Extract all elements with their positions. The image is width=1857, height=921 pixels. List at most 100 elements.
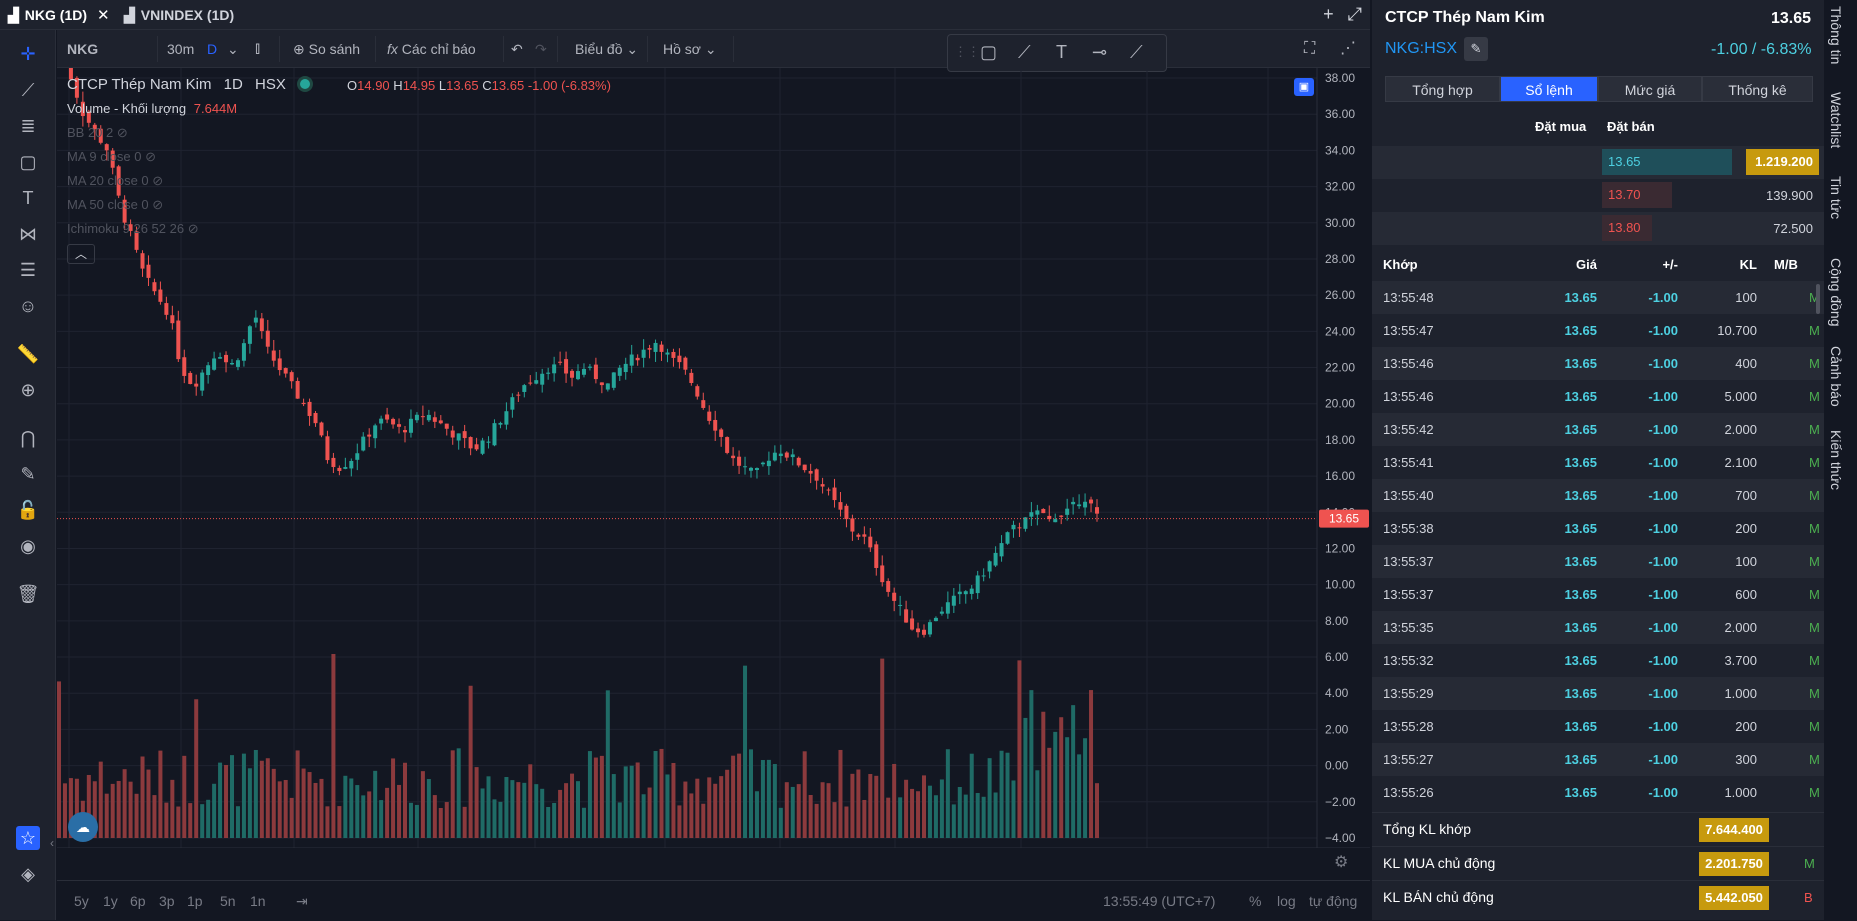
volume-bar — [385, 787, 390, 838]
share-icon[interactable]: ⋰ — [1340, 40, 1356, 57]
cloud-icon[interactable]: ☁ — [68, 812, 98, 842]
rectangle-icon[interactable]: ▢ — [980, 42, 998, 62]
eye-off-icon[interactable]: ⊘ — [145, 149, 156, 164]
tab-tong-hop[interactable]: Tổng hợp — [1385, 76, 1500, 102]
auto-toggle[interactable]: tự động — [1309, 893, 1358, 909]
interval-d-button[interactable]: D — [207, 41, 218, 57]
crosshair-icon[interactable]: ✛ — [20, 44, 36, 64]
fullscreen-icon[interactable]: ⛶ — [1304, 40, 1316, 57]
eye-off-icon[interactable]: ⊘ — [116, 125, 128, 140]
trades-header: Khớp Giá +/- KL M/B — [1372, 248, 1824, 281]
star-icon[interactable]: ☆ — [16, 826, 40, 850]
add-icon[interactable]: + — [1323, 4, 1334, 24]
expand-icon[interactable]: ⤢ — [1347, 4, 1362, 24]
path-icon[interactable]: ⟋ — [1130, 42, 1143, 62]
volume-bar — [438, 807, 443, 838]
fib-icon[interactable]: ≣ — [20, 116, 36, 136]
y-tick-label: 4.00 — [1325, 686, 1349, 700]
trash-icon[interactable]: 🗑 — [16, 584, 40, 604]
indicators-button[interactable]: fx Các chỉ báo — [387, 30, 476, 68]
indicator-bb[interactable]: BB 20 2 ⊘ — [67, 125, 128, 141]
vtab-cong-dong[interactable]: Cộng đồng — [1828, 258, 1844, 327]
range-1n[interactable]: 1n — [250, 893, 266, 909]
text-icon[interactable]: T — [22, 188, 34, 208]
magnet-icon[interactable]: ⋂ — [20, 428, 36, 448]
indicator-ichimoku[interactable]: Ichimoku 9 26 52 26 ⊘ — [67, 221, 199, 237]
ask-volume: 72.500 — [1773, 221, 1813, 236]
volume-bar — [868, 774, 873, 838]
edit-icon[interactable]: ✎ — [1464, 37, 1488, 61]
symbol-search[interactable]: NKG — [67, 41, 99, 57]
text-icon[interactable]: T — [1056, 42, 1067, 62]
range-5n[interactable]: 5n — [220, 893, 236, 909]
vtab-thong-tin[interactable]: Thông tin — [1828, 6, 1844, 65]
volume-bar — [814, 803, 819, 838]
indicator-ma50[interactable]: MA 50 close 0 ⊘ — [67, 197, 163, 213]
tab-label: VNINDEX (1D) — [140, 7, 235, 23]
close-icon[interactable]: ✕ — [97, 7, 110, 24]
collapse-left-icon[interactable]: ‹ — [50, 836, 54, 850]
screenshot-icon[interactable]: ▣ — [1294, 78, 1314, 96]
eye-icon[interactable]: ◉ — [20, 536, 36, 556]
trendline-icon[interactable]: ⟋ — [1018, 42, 1031, 62]
compare-button[interactable]: ⊕ So sánh — [293, 30, 360, 68]
log-toggle[interactable]: log — [1277, 893, 1296, 909]
forecast-icon[interactable]: ☰ — [19, 260, 37, 280]
candle-body — [289, 372, 294, 382]
chevron-down-icon[interactable]: ⌄ — [227, 41, 239, 57]
interval-button[interactable]: 30m — [167, 41, 195, 57]
tab-muc-gia[interactable]: Mức giá — [1598, 76, 1702, 102]
volume-bar — [933, 795, 938, 838]
range-6p[interactable]: 6p — [130, 893, 146, 909]
date-range-icon[interactable]: ⇥ — [296, 893, 308, 909]
rectangle-icon[interactable]: ▢ — [19, 152, 37, 172]
horizontal-line-icon[interactable]: ⊸ — [1092, 42, 1108, 62]
trade-volume: 200 — [1735, 719, 1757, 734]
vtab-canh-bao[interactable]: Cảnh báo — [1828, 346, 1844, 407]
collapse-legend-button[interactable]: ︿ — [67, 244, 95, 264]
ruler-icon[interactable]: 📏 — [16, 344, 40, 364]
range-1y[interactable]: 1y — [103, 893, 118, 909]
profile-button[interactable]: Hồ sơ ⌄ — [663, 41, 717, 57]
vtab-kien-thuc[interactable]: Kiến thức — [1828, 430, 1844, 490]
chart-type-button[interactable]: Biểu đồ ⌄ — [575, 41, 639, 57]
candle-body — [1035, 510, 1040, 515]
settings-icon[interactable]: ⚙ — [1334, 854, 1349, 871]
vtab-watchlist[interactable]: Watchlist — [1828, 92, 1844, 149]
undo-icon[interactable]: ↶ — [511, 41, 523, 57]
price-chart[interactable]: 38.00 36.00 34.00 32.00 30.00 28.00 26.00 24.00… — [57, 68, 1370, 848]
redo-icon[interactable]: ↷ — [535, 41, 547, 57]
tab-nkg[interactable]: ▟ NKG (1D) ✕ — [8, 0, 110, 30]
candle-body — [904, 609, 909, 623]
eye-off-icon[interactable]: ⊘ — [152, 173, 164, 188]
eye-off-icon[interactable]: ⊘ — [152, 197, 164, 212]
candle-body — [552, 364, 557, 374]
range-3p[interactable]: 3p — [159, 893, 175, 909]
pattern-icon[interactable]: ⋈ — [19, 224, 37, 244]
scrollbar[interactable] — [1816, 284, 1820, 314]
emoji-icon[interactable]: ☺ — [18, 296, 38, 316]
drag-handle-icon[interactable]: ⋮⋮ — [954, 44, 980, 59]
trade-volume: 5.000 — [1724, 389, 1757, 404]
tab-so-lenh[interactable]: Sổ lệnh — [1500, 76, 1598, 102]
layers-icon[interactable]: ◈ — [21, 864, 35, 884]
vtab-tin-tuc[interactable]: Tin tức — [1828, 176, 1844, 220]
range-1p[interactable]: 1p — [187, 893, 203, 909]
tab-thong-ke[interactable]: Thống kê — [1702, 76, 1813, 102]
candle-body — [403, 430, 407, 433]
zoom-icon[interactable]: ⊕ — [20, 380, 36, 400]
line-tool-icon[interactable]: ⟋ — [21, 80, 35, 100]
candle-type-icon[interactable]: ⫾ — [255, 40, 261, 57]
eye-off-icon[interactable]: ⊘ — [187, 221, 199, 236]
percent-toggle[interactable]: % — [1249, 893, 1262, 909]
trade-row: 13:55:26 13.65 -1.00 1.000 M — [1372, 776, 1824, 809]
pencil-lock-icon[interactable]: ✎ — [20, 464, 36, 484]
lock-icon[interactable]: 🔓 — [16, 500, 40, 520]
indicator-ma20[interactable]: MA 20 close 0 ⊘ — [67, 173, 163, 189]
indicator-ma9[interactable]: MA 9 close 0 ⊘ — [67, 149, 156, 165]
tab-vnindex[interactable]: ▟ VNINDEX (1D) — [124, 0, 234, 30]
trade-price: 13.65 — [1564, 290, 1597, 305]
range-5y[interactable]: 5y — [74, 893, 89, 909]
candle-body — [361, 436, 366, 451]
candle-body — [510, 397, 515, 410]
